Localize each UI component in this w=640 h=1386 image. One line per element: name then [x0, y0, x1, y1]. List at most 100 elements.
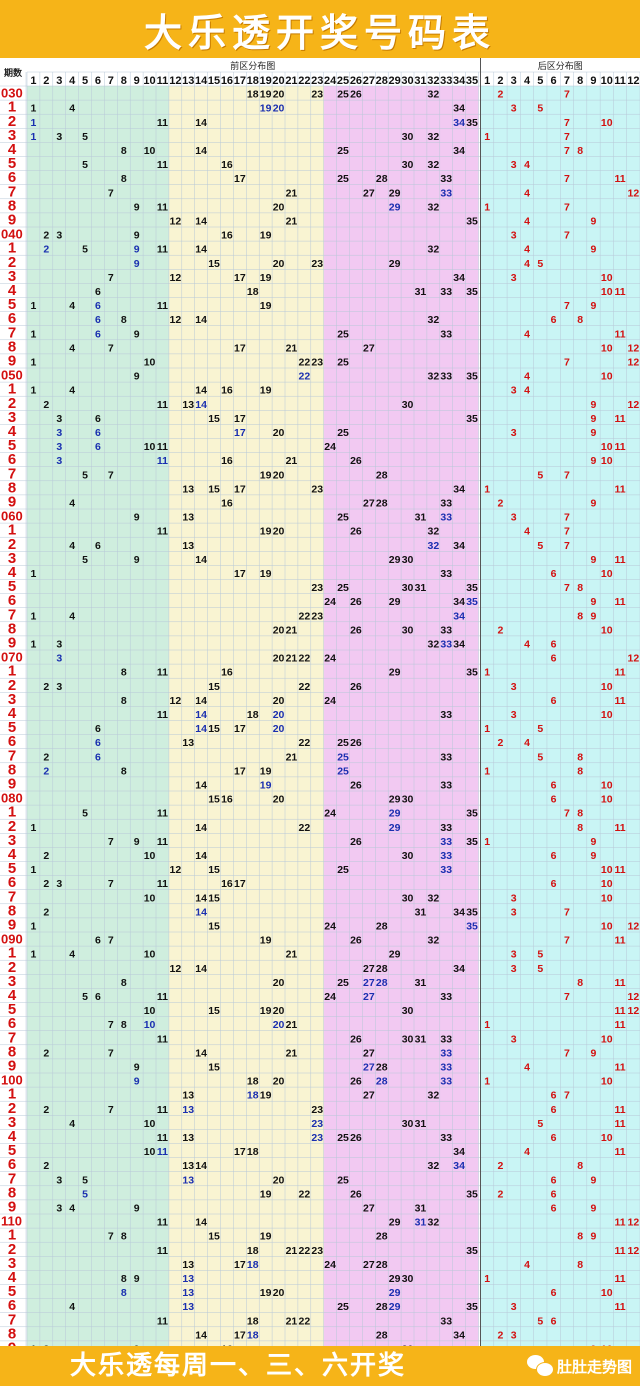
- front-ball: 20: [273, 1174, 285, 1186]
- front-ball: 1: [31, 357, 37, 369]
- back-ball: 10: [601, 681, 613, 693]
- front-ball: 26: [350, 935, 362, 947]
- back-ball: 3: [511, 906, 517, 918]
- front-ball: 29: [389, 808, 401, 820]
- period-number: 8: [8, 197, 16, 214]
- front-ball: 24: [324, 653, 336, 665]
- front-ball: 14: [195, 216, 207, 228]
- front-col-header: 18: [247, 75, 259, 87]
- front-ball: 29: [389, 949, 401, 961]
- front-ball: 28: [376, 1076, 388, 1088]
- front-ball: 13: [182, 1259, 194, 1271]
- front-ball: 4: [69, 300, 75, 312]
- front-ball: 7: [108, 1104, 114, 1116]
- back-ball: 6: [551, 1315, 557, 1327]
- front-ball: 21: [286, 187, 298, 199]
- front-ball: 33: [440, 568, 452, 580]
- front-ball: 5: [82, 131, 88, 143]
- back-ball: 4: [524, 216, 530, 228]
- back-ball: 7: [564, 512, 570, 524]
- back-ball: 9: [591, 554, 597, 566]
- front-ball: 7: [108, 272, 114, 284]
- period-number: 5: [8, 155, 16, 172]
- back-ball: 9: [591, 216, 597, 228]
- back-ball: 6: [551, 695, 557, 707]
- front-ball: 32: [428, 1217, 440, 1229]
- front-ball: 16: [221, 385, 233, 397]
- period-number: 6: [8, 451, 16, 468]
- front-col-header: 31: [414, 75, 426, 87]
- front-ball: 7: [108, 1231, 114, 1243]
- front-ball: 1: [31, 639, 37, 651]
- front-ball: 24: [324, 921, 336, 933]
- front-ball: 30: [402, 1344, 414, 1347]
- back-col-header: 12: [627, 75, 639, 87]
- front-ball: 2: [43, 850, 49, 862]
- period-number: 5: [8, 296, 16, 313]
- front-ball: 35: [466, 371, 478, 383]
- back-ball: 3: [511, 949, 517, 961]
- front-ball: 11: [157, 667, 168, 679]
- front-ball: 14: [195, 399, 207, 411]
- front-ball: 15: [208, 921, 220, 933]
- period-number: 2: [8, 254, 16, 271]
- front-ball: 26: [350, 596, 362, 608]
- front-ball: 1: [31, 1344, 37, 1347]
- back-ball: 7: [564, 357, 570, 369]
- period-number: 7: [8, 888, 16, 905]
- front-ball: 26: [350, 455, 362, 467]
- back-ball: 3: [511, 892, 517, 904]
- front-ball: 5: [82, 808, 88, 820]
- back-ball: 4: [524, 371, 530, 383]
- front-ball: 11: [157, 1033, 168, 1045]
- front-ball: 5: [82, 469, 88, 481]
- front-col-header: 25: [337, 75, 349, 87]
- front-ball: 29: [389, 258, 401, 270]
- front-ball: 28: [376, 173, 388, 185]
- period-number: 2: [8, 113, 16, 130]
- back-ball: 4: [524, 1259, 530, 1271]
- back-ball: 11: [615, 173, 626, 185]
- front-ball: 3: [56, 131, 62, 143]
- front-zone-1: [27, 86, 169, 1346]
- front-col-header: 19: [260, 75, 272, 87]
- front-ball: 15: [208, 483, 220, 495]
- period-number: 7: [8, 1311, 16, 1328]
- back-ball: 8: [577, 808, 583, 820]
- front-ball: 21: [286, 1245, 298, 1257]
- back-ball: 3: [511, 385, 517, 397]
- front-ball: 33: [440, 850, 452, 862]
- front-ball: 18: [247, 1076, 259, 1088]
- front-ball: 14: [195, 1160, 207, 1172]
- front-ball: 9: [134, 230, 140, 242]
- front-ball: 22: [299, 371, 311, 383]
- back-ball: 5: [537, 103, 543, 115]
- front-ball: 3: [56, 1174, 62, 1186]
- period-number: 2: [8, 677, 16, 694]
- front-ball: 15: [208, 413, 220, 425]
- front-ball: 19: [260, 568, 272, 580]
- period-number: 1: [8, 804, 16, 821]
- front-ball: 18: [247, 286, 259, 298]
- front-ball: 16: [221, 794, 233, 806]
- front-ball: 14: [195, 709, 207, 721]
- front-ball: 1: [31, 131, 37, 143]
- back-ball: 6: [551, 1203, 557, 1215]
- back-ball: 6: [551, 1188, 557, 1200]
- back-ball: 3: [511, 230, 517, 242]
- back-ball: 11: [615, 695, 626, 707]
- back-ball: 11: [615, 1118, 626, 1130]
- front-ball: 19: [260, 385, 272, 397]
- back-col-header: 10: [601, 75, 613, 87]
- front-ball: 33: [440, 1047, 452, 1059]
- front-ball: 6: [95, 935, 101, 947]
- front-ball: 4: [69, 949, 75, 961]
- front-ball: 22: [299, 1245, 311, 1257]
- front-ball: 3: [56, 455, 62, 467]
- period-number: 1: [8, 99, 16, 116]
- front-ball: 30: [402, 159, 414, 171]
- front-ball: 33: [440, 173, 452, 185]
- front-ball: 20: [273, 103, 285, 115]
- front-ball: 11: [157, 836, 168, 848]
- front-ball: 1: [31, 864, 37, 876]
